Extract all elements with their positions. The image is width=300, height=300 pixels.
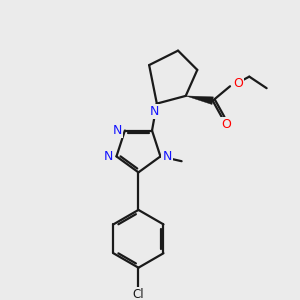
Text: N: N bbox=[112, 124, 122, 137]
Text: O: O bbox=[221, 118, 231, 131]
Polygon shape bbox=[186, 96, 213, 104]
Text: N: N bbox=[104, 150, 114, 163]
Text: O: O bbox=[233, 77, 243, 90]
Text: N: N bbox=[150, 105, 160, 118]
Text: Cl: Cl bbox=[133, 288, 144, 300]
Text: N: N bbox=[162, 150, 172, 163]
